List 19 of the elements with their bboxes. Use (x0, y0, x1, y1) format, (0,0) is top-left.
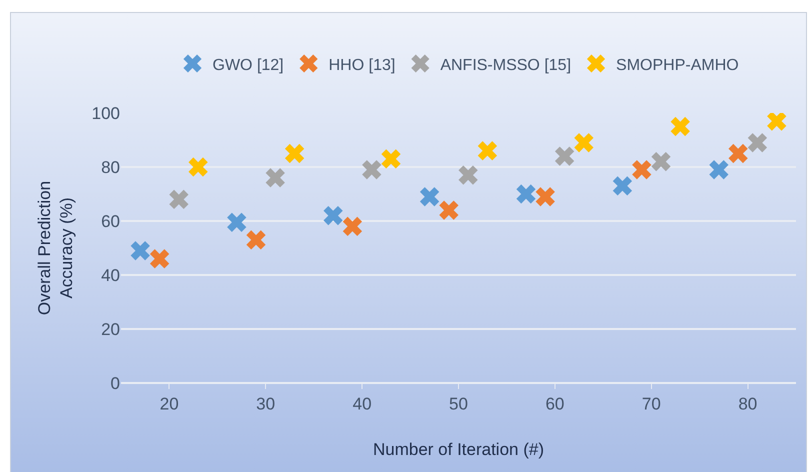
y-axis-title: Overall Prediction Accuracy (%) (35, 180, 76, 316)
y-tick-label: 60 (101, 212, 120, 231)
legend-label: HHO [13] (328, 56, 396, 74)
legend-label: GWO [12] (212, 56, 284, 74)
y-tick-label: 100 (92, 104, 120, 123)
legend-label: SMOPHP-AMHO (616, 56, 739, 74)
y-tick-label: 80 (101, 158, 120, 177)
legend-label: ANFIS-MSSO [15] (440, 56, 572, 74)
y-tick-label: 40 (101, 266, 120, 285)
x-tick-label: 60 (545, 394, 564, 414)
x-tick-label: 50 (449, 394, 468, 414)
x-axis-title: Number of Iteration (#) (372, 440, 544, 459)
x-tick-label: 70 (642, 394, 661, 414)
x-tick-label: 30 (256, 394, 276, 414)
x-tick-label: 80 (738, 394, 758, 414)
x-tick-label: 20 (160, 394, 179, 414)
x-tick-label: 40 (352, 394, 372, 414)
y-tick-label: 0 (110, 374, 120, 393)
y-tick-label: 20 (101, 320, 120, 339)
